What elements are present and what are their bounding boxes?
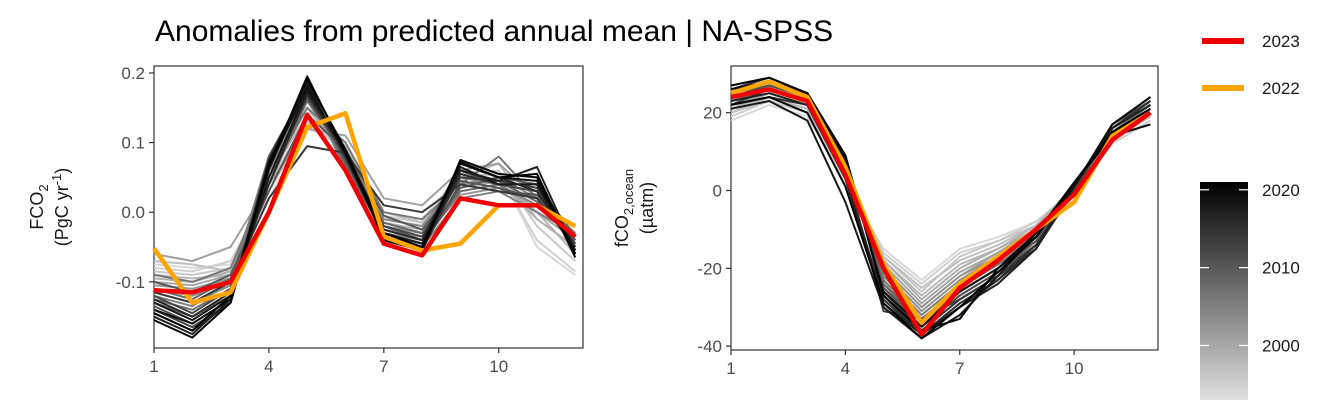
panel-fco2-xtick-label-7: 7 — [379, 357, 388, 376]
panel-fco2-ytick-label-3: 0.2 — [121, 64, 145, 83]
panel-fco2-ocean-ytick-label-0: -40 — [697, 337, 722, 356]
legend: 2023 2022 — [1202, 32, 1300, 98]
panel-fco2-ocean-ytick-label-3: 20 — [703, 104, 722, 123]
panel-fco2-ocean-x-ticks: 1 4 7 10 — [726, 350, 1084, 378]
panel-fco2-ocean-ytick-label-1: -20 — [697, 259, 722, 278]
panel-fco2-ocean-xtick-label-7: 7 — [955, 359, 964, 378]
panel-fco2-ocean-ylabel-line1: fCO2,ocean — [612, 169, 636, 247]
panel-fco2-ocean-ylabel-line2: (µatm) — [637, 182, 657, 234]
legend-label-2022: 2022 — [1262, 79, 1300, 98]
panel-fco2-ytick-label-0: -0.1 — [116, 273, 145, 292]
panel-fco2-ocean-xtick-label-10: 10 — [1065, 359, 1084, 378]
panel-fco2-ytick-label-1: 0.0 — [121, 203, 145, 222]
panel-fco2-ocean-highlight-series — [730, 79, 1152, 337]
panel-fco2-ocean-line-2023 — [730, 87, 1152, 337]
panel-fco2-line-2023 — [153, 112, 577, 295]
panel-fco2-xtick-label-10: 10 — [489, 357, 508, 376]
panel-fco2-ylabel-line2: (PgC yr-1) — [49, 168, 72, 247]
panel-fco2-x-ticks: 1 4 7 10 — [149, 348, 508, 376]
panel-fco2-xtick-label-4: 4 — [264, 357, 273, 376]
main-title: Anomalies from predicted annual mean | N… — [155, 15, 833, 48]
panel-fco2-ytick-label-2: 0.1 — [121, 134, 145, 153]
colorbar-label-2010: 2010 — [1262, 259, 1300, 278]
panel-fco2-line-2001 — [153, 127, 577, 262]
panel-fco2-ocean-xtick-label-1: 1 — [726, 359, 735, 378]
panel-fco2-ocean-ytick-label-2: 0 — [713, 181, 722, 200]
panel-fco2-line-2010 — [153, 113, 577, 294]
panel-fco2-ocean-line-2021 — [730, 96, 1151, 340]
panel-fco2-y-ticks: -0.1 0.0 0.1 0.2 — [116, 64, 154, 292]
colorbar-ticks: 2000 2010 2020 — [1200, 181, 1300, 356]
panel-fco2-ocean-y-ticks: -40 -20 0 20 — [697, 104, 731, 356]
panel-fco2: 1 4 7 10 -0.1 0.0 0.1 0.2 FCO2 (PgC yr-1) — [27, 64, 584, 376]
panel-fco2-ylabel-line1: FCO2 — [27, 184, 51, 229]
panel-fco2-xtick-label-1: 1 — [149, 357, 158, 376]
panel-fco2-ocean-xtick-label-4: 4 — [841, 359, 850, 378]
colorbar: 2000 2010 2020 — [1200, 181, 1300, 400]
colorbar-label-2020: 2020 — [1262, 181, 1300, 200]
panel-fco2-ocean: 1 4 7 10 -40 -20 0 20 fCO2,ocean (µatm) — [612, 65, 1159, 378]
colorbar-label-2000: 2000 — [1262, 337, 1300, 356]
panel-fco2-line-2021 — [153, 75, 577, 332]
panel-fco2-highlight-series — [152, 111, 577, 305]
colorbar-gradient — [1200, 182, 1248, 400]
legend-label-2023: 2023 — [1262, 32, 1300, 51]
panel-fco2-ocean-line-2022 — [730, 79, 1152, 326]
